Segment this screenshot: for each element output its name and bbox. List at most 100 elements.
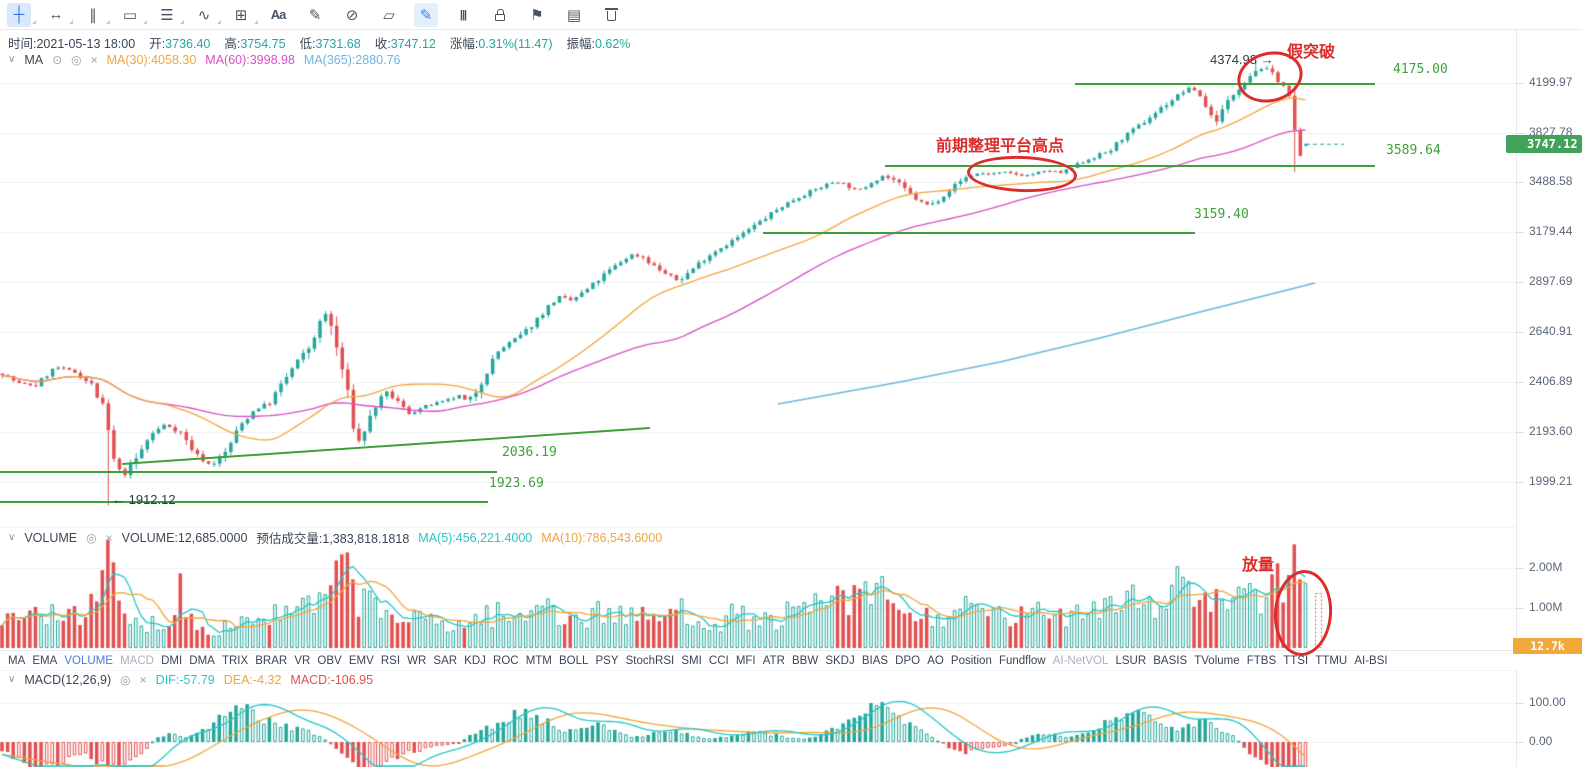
note-icon[interactable]: ▤	[562, 3, 586, 27]
pencil-icon[interactable]: ✎	[303, 3, 327, 27]
close-icon[interactable]: ×	[105, 530, 113, 545]
tab-ma[interactable]: MA	[8, 655, 26, 667]
current-volume-badge: 12.7k	[1513, 638, 1582, 654]
candle-pattern-icon[interactable]: |||	[451, 3, 475, 27]
collapse-chevron-icon[interactable]: ∨	[8, 54, 16, 65]
axis-tick-mark	[1517, 83, 1524, 84]
axis-tick-label: 3488.58	[1529, 174, 1573, 188]
tab-stochrsi[interactable]: StochRSI	[625, 655, 675, 667]
close-icon[interactable]: ×	[139, 672, 147, 687]
tab-ema[interactable]: EMA	[32, 655, 58, 667]
measure-glyph: ▱	[383, 6, 395, 24]
tab-rsi[interactable]: RSI	[380, 655, 401, 667]
tab-lsur[interactable]: LSUR	[1115, 655, 1147, 667]
close-icon[interactable]: ×	[90, 52, 98, 67]
settings-icon[interactable]: ◎	[120, 672, 131, 687]
collapse-chevron-icon[interactable]: ∨	[8, 674, 16, 685]
tab-skdj[interactable]: SKDJ	[825, 655, 855, 667]
drawing-toolbar: ┼ ↔ ∥ ▭ ☰ ∿ ⊞ Aa ✎ ⊘ ▱ ✎ ||| ⚑ ▤	[0, 0, 1582, 30]
tab-mtm[interactable]: MTM	[525, 655, 552, 667]
tab-sar[interactable]: SAR	[433, 655, 458, 667]
candle-pattern-glyph: |||	[459, 8, 467, 21]
tab-volume[interactable]: VOLUME	[64, 655, 113, 667]
tab-bias[interactable]: BIAS	[861, 655, 889, 667]
tab-brar[interactable]: BRAR	[255, 655, 288, 667]
parallel-channel-glyph: ∥	[89, 6, 97, 24]
tab-wr[interactable]: WR	[407, 655, 427, 667]
axis-tick-label: 0.00	[1529, 734, 1553, 748]
trash-glyph	[604, 8, 618, 21]
tab-trix[interactable]: TRIX	[221, 655, 249, 667]
legend-value: 预估成交量:1,383,818.1818	[256, 532, 410, 546]
tab-tvolume[interactable]: TVolume	[1194, 655, 1240, 667]
measure-icon[interactable]: ▱	[377, 3, 401, 27]
tab-fundflow[interactable]: Fundflow	[998, 655, 1046, 667]
axis-tick-label: 2.00M	[1529, 560, 1563, 574]
tab-obv[interactable]: OBV	[317, 655, 342, 667]
wave-icon[interactable]: ∿	[192, 3, 221, 27]
tab-kdj[interactable]: KDJ	[464, 655, 486, 667]
legend-value: MA(365):2880.76	[303, 52, 401, 67]
rectangle-glyph: ▭	[122, 6, 138, 24]
crosshair-icon[interactable]: ┼	[7, 2, 36, 27]
ohlc-segment: 低:3731.68	[300, 33, 361, 51]
ohlc-value: 3736.40	[165, 37, 211, 51]
ohlc-segment: 开:3736.40	[149, 33, 211, 51]
tab-boll[interactable]: BOLL	[558, 655, 589, 667]
legend-value: DEA:-4.32	[223, 672, 282, 687]
legend-value: VOLUME:12,685.0000	[121, 530, 248, 545]
tab-ftbs[interactable]: FTBS	[1246, 655, 1277, 667]
tab-ai-bsi[interactable]: AI-BSI	[1354, 655, 1388, 667]
brush-icon[interactable]: ✎	[414, 2, 438, 27]
tab-bbw[interactable]: BBW	[792, 655, 819, 667]
trash-icon[interactable]	[599, 3, 623, 27]
tab-vr[interactable]: VR	[294, 655, 311, 667]
horizontal-lines-icon[interactable]: ☰	[155, 3, 184, 27]
settings-icon[interactable]: ◎	[86, 530, 97, 545]
tab-atr[interactable]: ATR	[762, 655, 785, 667]
lock-icon[interactable]	[488, 3, 512, 27]
settings-icon[interactable]: ◎	[71, 52, 82, 67]
tab-dma[interactable]: DMA	[189, 655, 215, 667]
tab-dpo[interactable]: DPO	[895, 655, 921, 667]
text-glyph: Aa	[270, 7, 287, 22]
tab-psy[interactable]: PSY	[595, 655, 619, 667]
tab-ai-netvol[interactable]: AI-NetVOL	[1052, 655, 1109, 667]
pencil-glyph: ✎	[308, 6, 322, 24]
tab-ttmu[interactable]: TTMU	[1315, 655, 1348, 667]
axis-tick-label: 1999.21	[1529, 474, 1573, 488]
tab-roc[interactable]: ROC	[493, 655, 519, 667]
axis-tick-mark	[1517, 608, 1524, 609]
eye-icon[interactable]: ⊙	[52, 52, 63, 67]
text-icon[interactable]: Aa	[266, 3, 290, 27]
circle-eraser-icon[interactable]: ⊘	[340, 3, 364, 27]
ohlc-label: 振幅:	[566, 37, 595, 51]
tab-dmi[interactable]: DMI	[161, 655, 183, 667]
macd-title: MACD(12,26,9)	[24, 672, 112, 687]
add-box-icon[interactable]: ⊞	[229, 3, 258, 27]
tab-ao[interactable]: AO	[927, 655, 944, 667]
tab-cci[interactable]: CCI	[708, 655, 729, 667]
ohlc-value: 3754.75	[240, 37, 286, 51]
last-price-badge: 3747.12	[1506, 135, 1582, 153]
tab-ttsi[interactable]: TTSI	[1283, 655, 1309, 667]
tab-basis[interactable]: BASIS	[1153, 655, 1188, 667]
trend-line-icon[interactable]: ↔	[44, 3, 73, 27]
tab-position[interactable]: Position	[950, 655, 992, 667]
lock-glyph	[495, 9, 505, 21]
tab-macd[interactable]: MACD	[120, 655, 154, 667]
ohlc-label: 涨幅:	[449, 37, 479, 51]
tab-emv[interactable]: EMV	[348, 655, 374, 667]
tab-mfi[interactable]: MFI	[735, 655, 756, 667]
collapse-chevron-icon[interactable]: ∨	[8, 532, 16, 543]
crosshair-glyph: ┼	[13, 6, 25, 23]
axis-tick-mark	[1517, 382, 1524, 383]
tab-smi[interactable]: SMI	[681, 655, 702, 667]
rectangle-icon[interactable]: ▭	[118, 3, 147, 27]
axis-tick-mark	[1517, 703, 1524, 704]
flag-icon[interactable]: ⚑	[525, 3, 549, 27]
horizontal-lines-glyph: ☰	[160, 6, 174, 24]
parallel-channel-icon[interactable]: ∥	[81, 3, 110, 27]
